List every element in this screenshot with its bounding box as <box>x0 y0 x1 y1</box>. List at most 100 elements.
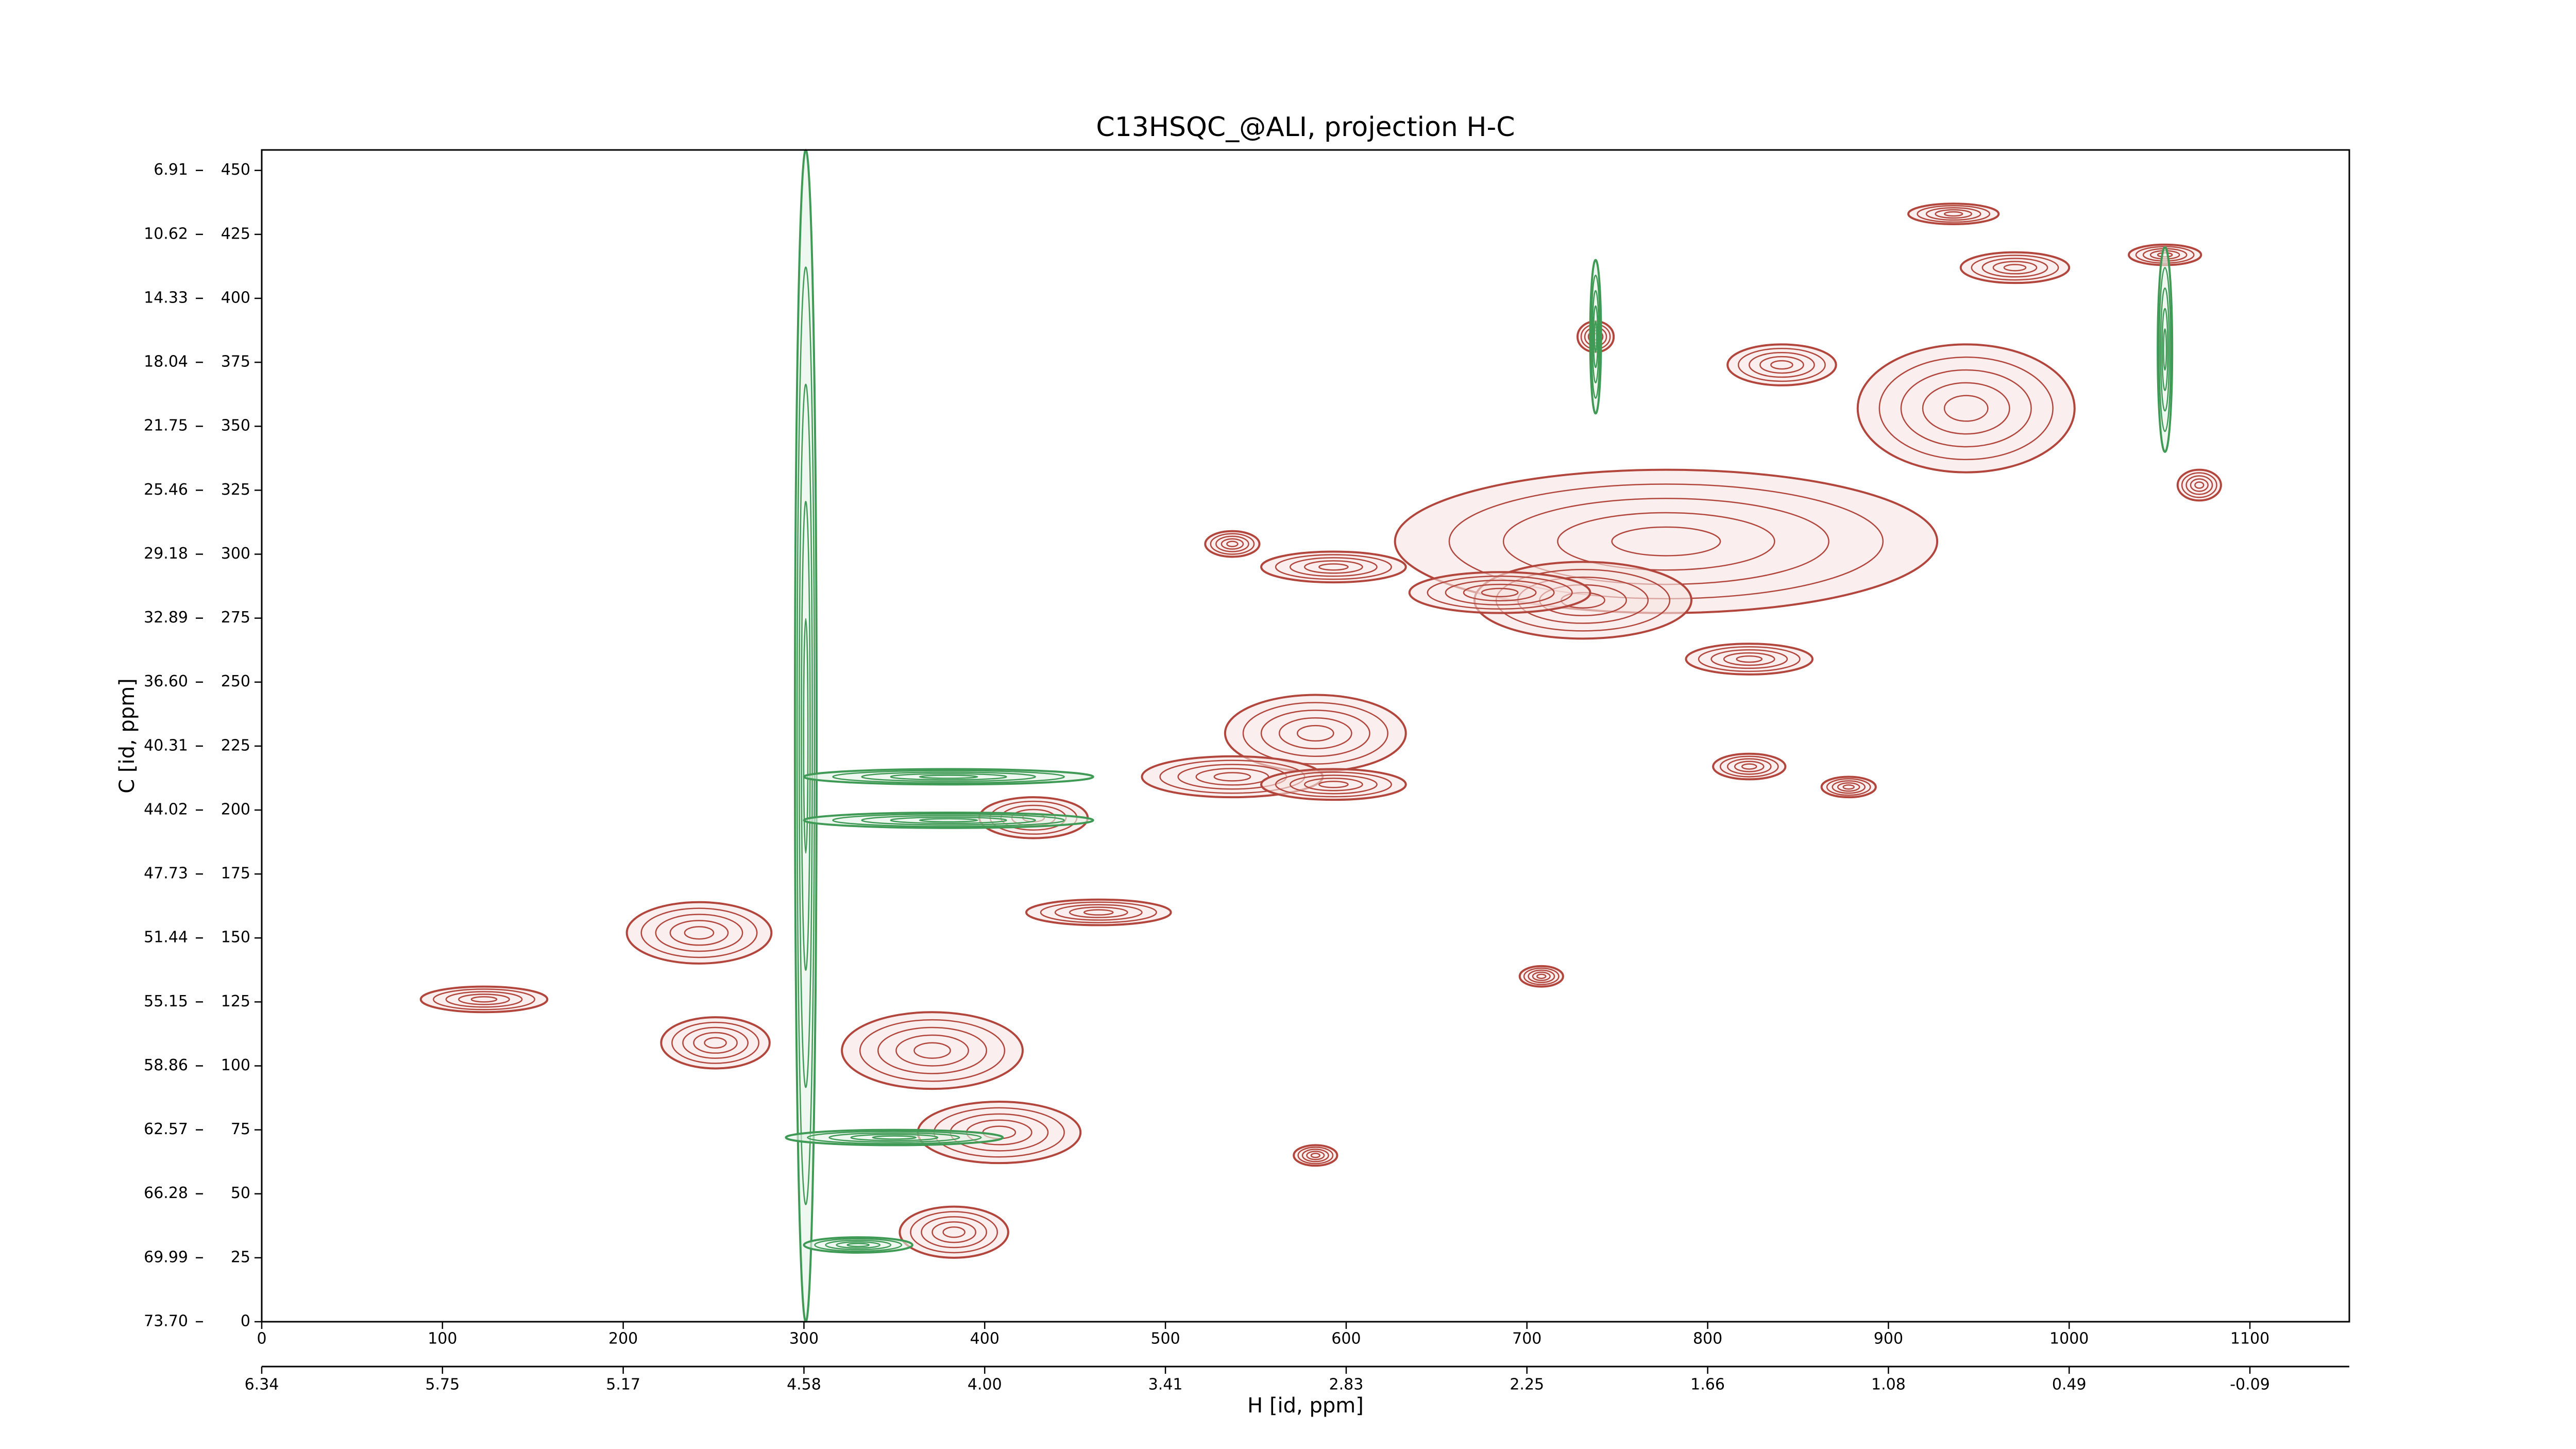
contour-ring <box>1301 1149 1329 1162</box>
x-axis-label: H [id, ppm] <box>1247 1394 1364 1418</box>
y2-tick-label: 44.02 <box>144 800 188 818</box>
contour-ring <box>1318 781 1349 788</box>
contour-ring <box>801 500 811 971</box>
contour-ring <box>1275 771 1392 798</box>
contour-ring <box>1749 351 1815 378</box>
contour-ring <box>1900 369 2032 448</box>
contour-ring <box>1922 382 2010 435</box>
contour-ring <box>1260 710 1370 757</box>
contour-ring <box>807 1131 982 1144</box>
contour-ring <box>2160 287 2170 412</box>
contour-ring <box>1318 563 1349 571</box>
x2-tick-label: 5.75 <box>425 1376 460 1394</box>
y2-tick-label: 58.86 <box>144 1056 188 1074</box>
peak <box>803 811 1094 829</box>
contour-ring <box>1826 778 1871 796</box>
contour-ring <box>684 926 715 940</box>
contour-ring <box>836 1241 881 1249</box>
contour-ring <box>458 993 510 1005</box>
contour-ring <box>859 1019 1006 1082</box>
contour-ring <box>919 818 978 823</box>
chart-title: C13HSQC_@ALI, projection H-C <box>1096 112 1515 143</box>
x2-tick-label: 0.49 <box>2052 1376 2087 1394</box>
contour-ring <box>669 920 729 946</box>
peak <box>1260 550 1407 584</box>
contour-ring <box>1842 784 1855 790</box>
contour-ring <box>861 771 1036 782</box>
y2-tick-label: 29.18 <box>144 545 188 563</box>
x2-tick-label: 2.83 <box>1329 1376 1364 1394</box>
contour-ring <box>1310 1153 1320 1158</box>
contour-ring <box>2194 481 2205 489</box>
contour-ring <box>1878 356 2054 461</box>
contour-ring <box>1463 583 1537 602</box>
contour-ring <box>1289 557 1378 577</box>
x-tick-label: 1000 <box>2049 1330 2089 1348</box>
contour-ring <box>1590 275 1601 399</box>
y2-tick-label: 14.33 <box>144 289 188 307</box>
contour-ring <box>828 1132 960 1143</box>
y2-tick-label: 36.60 <box>144 672 188 690</box>
contour-ring <box>825 1239 892 1251</box>
y2-tick-label: 21.75 <box>144 417 188 435</box>
contour-ring <box>2185 475 2213 495</box>
x-tick-label: 300 <box>789 1330 819 1348</box>
contour-ring <box>1719 755 1779 778</box>
y-tick-label: 250 <box>221 672 250 690</box>
peak <box>793 149 818 1323</box>
contour-ring <box>1215 535 1249 552</box>
contour-ring <box>931 1221 976 1243</box>
peak <box>1293 1144 1338 1167</box>
x-tick-label: 1100 <box>2230 1330 2269 1348</box>
contour-ring <box>704 1037 727 1049</box>
x-tick-label: 500 <box>1150 1330 1180 1348</box>
contour-ring <box>832 813 1065 828</box>
contour-ring <box>1427 575 1573 610</box>
peak <box>419 985 549 1014</box>
contour-ring <box>910 1211 998 1254</box>
x2-tick-label: 3.41 <box>1148 1376 1183 1394</box>
peak <box>1712 752 1787 781</box>
peak <box>1260 768 1407 801</box>
contour-ring <box>1971 255 2059 281</box>
contour-ring <box>1737 348 1826 382</box>
contour-ring <box>2003 264 2027 272</box>
x2-tick-label: -0.09 <box>2230 1376 2270 1394</box>
x2-tick-label: 1.66 <box>1690 1376 1725 1394</box>
contour-ring <box>890 773 1007 781</box>
y-tick-label: 50 <box>231 1184 250 1202</box>
contour-ring <box>814 1238 903 1252</box>
contour-ring <box>1303 778 1363 791</box>
contour-ring <box>1736 655 1763 663</box>
y2-tick-label: 51.44 <box>144 929 188 947</box>
x-tick-label: 200 <box>608 1330 638 1348</box>
peak <box>1726 343 1837 386</box>
contour-ring <box>1741 763 1757 770</box>
contour-ring <box>2158 267 2172 432</box>
contour-ring <box>1040 901 1157 923</box>
peak <box>785 1128 1004 1147</box>
y2-tick-label: 62.57 <box>144 1120 188 1138</box>
contour-ring <box>655 914 743 952</box>
contour-ring <box>2161 308 2169 391</box>
y2-tick-label: 69.99 <box>144 1248 188 1266</box>
peak <box>1518 965 1564 988</box>
contour-ring <box>1210 533 1255 555</box>
contour-ring <box>1557 512 1775 571</box>
contour-ring <box>919 774 978 779</box>
peak <box>1685 643 1814 676</box>
contour-ring <box>1275 554 1392 580</box>
contour-ring <box>1289 774 1378 795</box>
contour-ring <box>1992 261 2038 275</box>
contour-ring <box>1445 579 1555 606</box>
y2-tick-label: 6.91 <box>154 161 188 179</box>
contour-ring <box>1698 646 1801 672</box>
contour-ring <box>1770 360 1793 370</box>
contour-ring <box>1532 971 1551 981</box>
y-tick-label: 125 <box>221 992 250 1010</box>
contour-ring <box>1591 290 1600 384</box>
contour-ring <box>846 1242 870 1248</box>
plot-area <box>419 149 2222 1323</box>
